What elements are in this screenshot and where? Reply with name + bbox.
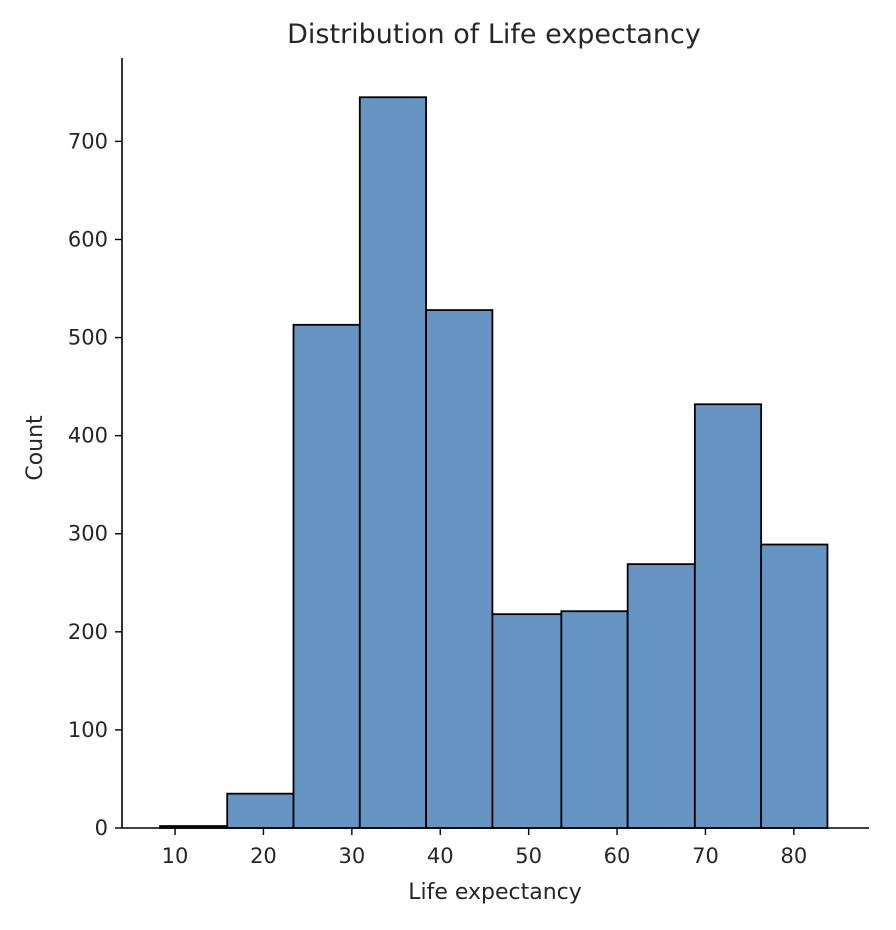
x-tick-label: 70 <box>692 844 719 868</box>
histogram-bar <box>491 613 563 829</box>
x-tick-label: 60 <box>604 844 631 868</box>
x-axis-ticks: 10 20 30 40 50 60 70 80 <box>162 828 807 868</box>
x-tick-label: 80 <box>780 844 807 868</box>
y-tick-label: 600 <box>68 227 108 251</box>
histogram-bar <box>425 309 494 829</box>
y-tick-label: 400 <box>68 424 108 448</box>
histogram-bar <box>358 96 427 829</box>
x-axis-label: Life expectancy <box>408 880 582 905</box>
x-tick-label: 40 <box>427 844 454 868</box>
histogram-bar <box>760 543 829 829</box>
bars-group <box>159 96 829 829</box>
y-tick-label: 200 <box>68 620 108 644</box>
histogram-bar <box>693 403 763 829</box>
y-axis-label: Count <box>23 415 48 481</box>
histogram-bar <box>626 563 696 829</box>
x-tick-label: 20 <box>250 844 277 868</box>
x-tick-label: 30 <box>338 844 365 868</box>
histogram-bar <box>292 323 361 829</box>
x-tick-label: 50 <box>515 844 542 868</box>
chart-title: Distribution of Life expectancy <box>287 19 701 50</box>
y-axis-ticks: 0 100 200 300 400 500 600 700 <box>68 129 122 840</box>
y-tick-label: 0 <box>95 816 108 840</box>
x-tick-label: 10 <box>162 844 189 868</box>
y-tick-label: 300 <box>68 522 108 546</box>
histogram-bar <box>560 610 629 829</box>
y-tick-label: 500 <box>68 326 108 350</box>
y-tick-label: 100 <box>68 718 108 742</box>
y-tick-label: 700 <box>68 129 108 153</box>
histogram-bar <box>226 792 295 829</box>
